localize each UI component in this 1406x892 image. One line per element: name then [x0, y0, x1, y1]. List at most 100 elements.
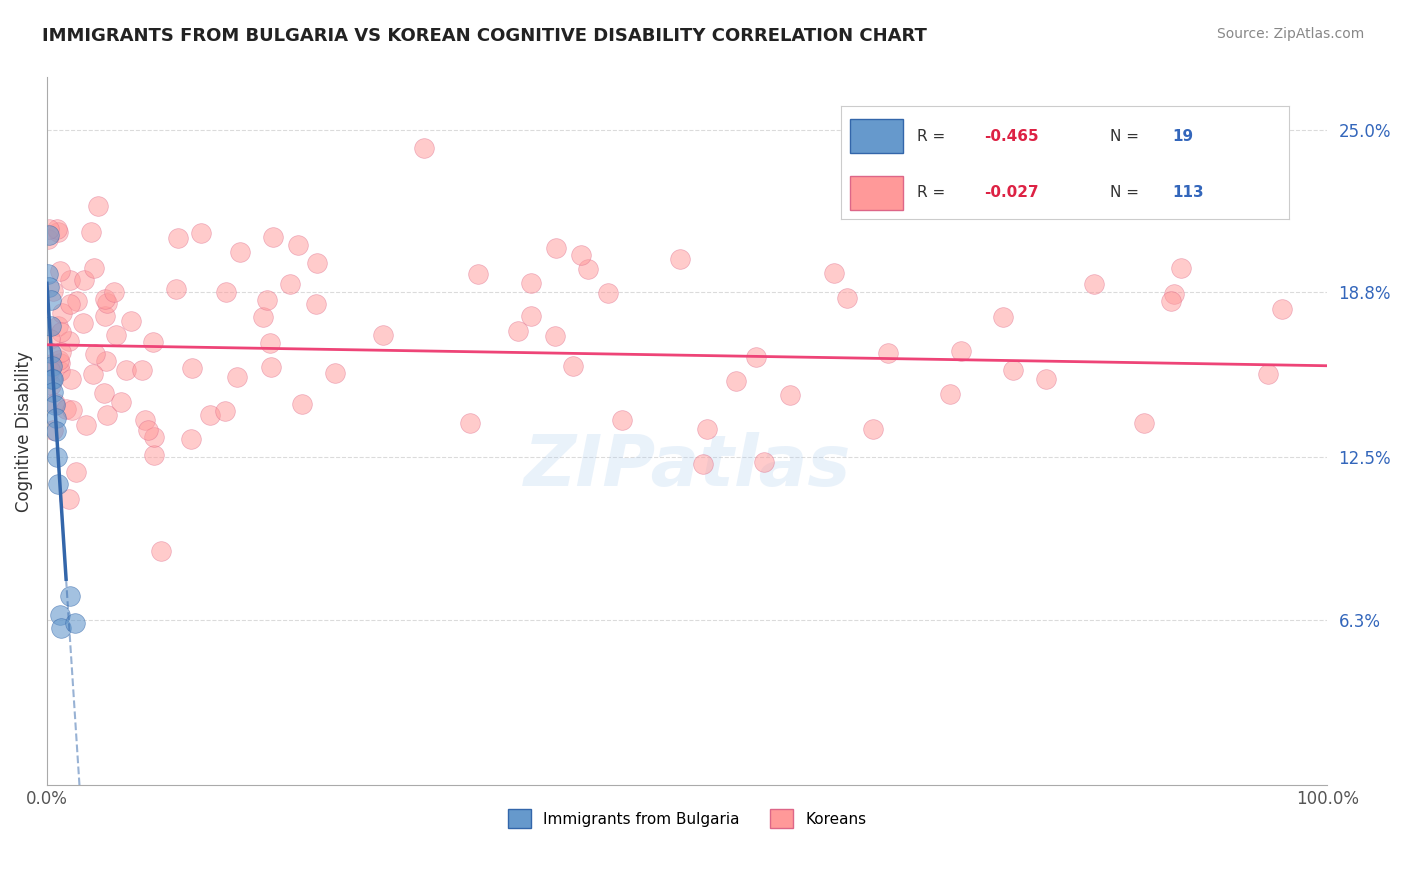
Point — [262, 230, 284, 244]
Point — [862, 422, 884, 436]
Point — [131, 363, 153, 377]
Point — [610, 412, 633, 426]
Point — [1170, 260, 1192, 275]
Point — [835, 291, 858, 305]
Point — [79, 225, 101, 239]
Point — [1257, 368, 1279, 382]
Point — [142, 430, 165, 444]
Point — [544, 241, 567, 255]
Point — [260, 360, 283, 375]
Point — [39, 345, 62, 359]
Point — [48, 364, 70, 378]
Point — [1132, 416, 1154, 430]
Point — [38, 363, 60, 377]
Point — [59, 273, 82, 287]
Point — [1271, 301, 1294, 316]
Point — [38, 222, 60, 236]
Point — [42, 423, 65, 437]
Point — [142, 335, 165, 350]
Point — [166, 231, 188, 245]
Point — [48, 353, 70, 368]
Point — [278, 277, 301, 291]
Point — [94, 292, 117, 306]
Y-axis label: Cognitive Disability: Cognitive Disability — [15, 351, 32, 512]
Point — [252, 310, 274, 325]
Point — [46, 450, 69, 465]
Point — [83, 346, 105, 360]
Text: IMMIGRANTS FROM BULGARIA VS KOREAN COGNITIVE DISABILITY CORRELATION CHART: IMMIGRANTS FROM BULGARIA VS KOREAN COGNI… — [42, 27, 927, 45]
Point — [1001, 363, 1024, 377]
Text: Source: ZipAtlas.com: Source: ZipAtlas.com — [1216, 27, 1364, 41]
Point — [823, 267, 845, 281]
Point — [692, 457, 714, 471]
Point — [94, 354, 117, 368]
Point — [779, 388, 801, 402]
Point — [198, 408, 221, 422]
Point — [55, 402, 77, 417]
Point — [42, 372, 65, 386]
Point — [371, 327, 394, 342]
Point — [1163, 286, 1185, 301]
Point — [467, 268, 489, 282]
Point — [725, 374, 748, 388]
Legend: Immigrants from Bulgaria, Koreans: Immigrants from Bulgaria, Koreans — [502, 803, 872, 834]
Point — [259, 336, 281, 351]
Point — [287, 238, 309, 252]
Point — [752, 455, 775, 469]
Point — [44, 396, 66, 410]
Point — [45, 424, 67, 438]
Point — [949, 343, 972, 358]
Point — [105, 327, 128, 342]
Point — [63, 615, 86, 630]
Point — [39, 357, 62, 371]
Point — [58, 334, 80, 349]
Point — [46, 318, 69, 333]
Point — [49, 345, 72, 359]
Point — [96, 408, 118, 422]
Point — [72, 317, 94, 331]
Point — [93, 385, 115, 400]
Point — [668, 252, 690, 266]
Point — [696, 422, 718, 436]
Point — [59, 297, 82, 311]
Point — [142, 448, 165, 462]
Point — [256, 293, 278, 308]
Point — [42, 384, 65, 399]
Point — [307, 255, 329, 269]
Point — [520, 276, 543, 290]
Point — [41, 372, 63, 386]
Point — [1011, 137, 1033, 152]
Point — [190, 226, 212, 240]
Point — [323, 367, 346, 381]
Point — [73, 272, 96, 286]
Point — [41, 359, 63, 373]
Point — [508, 325, 530, 339]
Point — [136, 424, 159, 438]
Point — [49, 264, 72, 278]
Point — [576, 261, 599, 276]
Point — [58, 491, 80, 506]
Point — [877, 346, 900, 360]
Point — [569, 248, 592, 262]
Point — [66, 293, 89, 308]
Point — [38, 227, 60, 242]
Point — [290, 397, 312, 411]
Point — [520, 309, 543, 323]
Point — [38, 280, 60, 294]
Point — [49, 621, 72, 635]
Point — [39, 293, 62, 308]
Point — [39, 377, 62, 392]
Point — [120, 314, 142, 328]
Point — [60, 402, 83, 417]
Point — [49, 355, 72, 369]
Point — [49, 325, 72, 339]
Point — [51, 306, 73, 320]
Point — [44, 398, 66, 412]
Point — [598, 286, 620, 301]
Point — [103, 285, 125, 300]
Point — [412, 140, 434, 154]
Point — [226, 369, 249, 384]
Point — [214, 404, 236, 418]
Point — [181, 361, 204, 376]
Point — [82, 368, 104, 382]
